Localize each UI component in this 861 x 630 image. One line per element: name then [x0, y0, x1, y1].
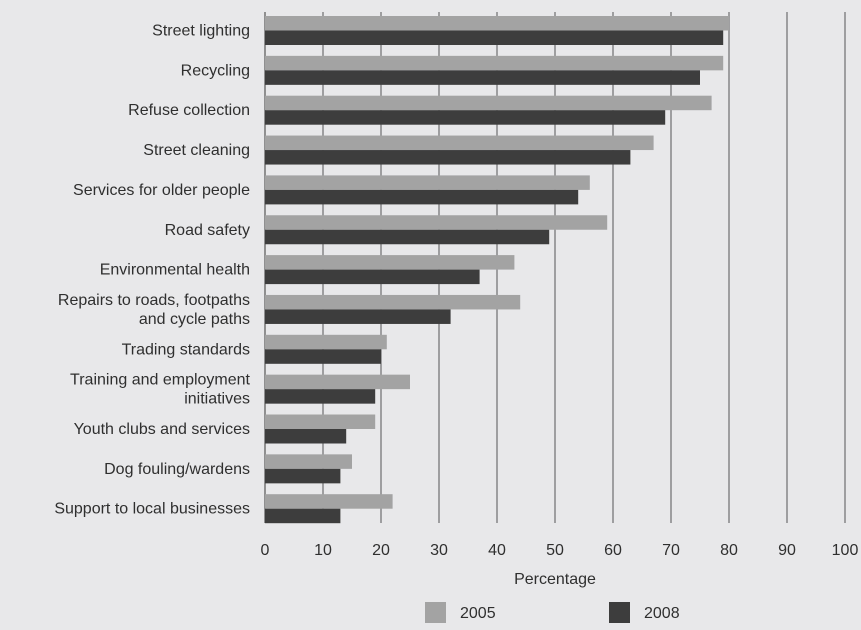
- x-tick-label: 20: [372, 542, 390, 559]
- bar-2005: [265, 215, 608, 230]
- bars: [265, 16, 729, 524]
- bar-2005: [265, 95, 712, 111]
- bar-2008: [265, 468, 341, 484]
- bar-2008: [265, 429, 347, 444]
- x-tick-label: 30: [430, 542, 448, 559]
- bar-2005: [265, 454, 352, 469]
- category-label: Support to local businesses: [54, 501, 250, 518]
- legend-label-2008: 2008: [644, 605, 680, 622]
- bar-2008: [265, 229, 550, 245]
- category-label: Refuse collection: [128, 102, 250, 119]
- bar-2005: [265, 294, 521, 310]
- bar-2005: [265, 135, 654, 151]
- category-label: Road safety: [165, 222, 250, 239]
- category-labels: Street lighting Recycling Refuse collectio…: [54, 23, 250, 518]
- category-label: Trading standards: [122, 341, 250, 358]
- x-tick-label: 40: [488, 542, 506, 559]
- bar-2008: [265, 189, 579, 205]
- x-tick-label: 60: [604, 542, 622, 559]
- category-label: Repairs to roads, footpaths and cycle pat…: [58, 292, 250, 328]
- bar-2008: [265, 30, 724, 45]
- bar-2008: [265, 70, 700, 85]
- legend-label-2005: 2005: [460, 605, 496, 622]
- x-tick-labels: 0 10 20 30 40 50 60 70 80 90 100: [261, 542, 859, 559]
- x-tick-label: 0: [261, 542, 270, 559]
- bar-2008: [265, 269, 480, 285]
- legend-swatch-2005: [425, 602, 446, 623]
- x-tick-label: 70: [662, 542, 680, 559]
- bar-2005: [265, 374, 410, 390]
- category-label: Dog fouling/wardens: [104, 461, 250, 478]
- x-tick-label: 10: [314, 542, 332, 559]
- category-label: Training and employment initiatives: [70, 372, 251, 408]
- x-tick-label: 100: [832, 542, 859, 559]
- x-tick-label: 80: [720, 542, 738, 559]
- category-label: Environmental health: [100, 262, 250, 279]
- x-tick-label: 50: [546, 542, 564, 559]
- bar-2005: [265, 414, 376, 429]
- bar-2008: [265, 389, 376, 404]
- x-axis-title: Percentage: [514, 571, 596, 588]
- bar-2008: [265, 110, 666, 125]
- legend: 2005 2008: [425, 602, 680, 623]
- bar-2005: [265, 175, 590, 190]
- bar-2005: [265, 334, 387, 350]
- category-label: Street lighting: [152, 23, 250, 40]
- bar-2008: [265, 349, 381, 364]
- bar-2008: [265, 508, 341, 524]
- category-label: Services for older people: [73, 182, 250, 199]
- bar-2005: [265, 494, 393, 509]
- category-label: Youth clubs and services: [74, 421, 250, 438]
- category-label: Recycling: [181, 62, 250, 79]
- bar-2005: [265, 16, 729, 31]
- x-tick-label: 90: [778, 542, 796, 559]
- bar-2005: [265, 255, 515, 270]
- category-label: Street cleaning: [143, 142, 250, 159]
- legend-swatch-2008: [609, 602, 630, 623]
- bar-2008: [265, 150, 631, 165]
- bar-2005: [265, 55, 724, 71]
- bar-2008: [265, 309, 451, 324]
